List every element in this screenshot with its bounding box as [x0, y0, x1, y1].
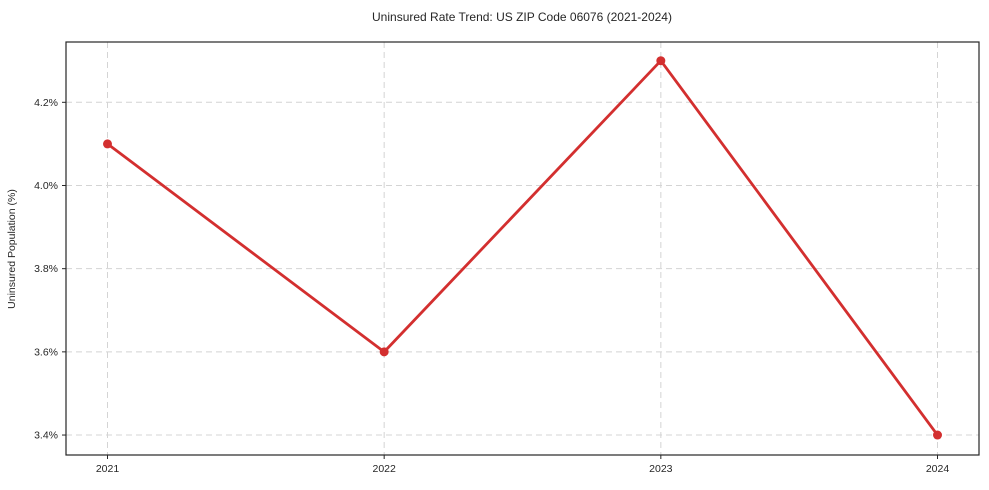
x-tick-label: 2022 [372, 463, 396, 475]
y-axis-label: Uninsured Population (%) [6, 189, 18, 309]
trend-line [106, 59, 939, 437]
x-tick-label: 2023 [649, 463, 673, 475]
grid-layer [66, 42, 979, 455]
x-tick-label: 2021 [96, 463, 120, 475]
y-tick-label: 3.6% [34, 346, 58, 358]
y-tick-label: 3.4% [34, 430, 58, 442]
tick-layer: 2021 2022 2023 2024 3.4% 3.6% 3.8% 4.0% 4.2% [34, 97, 949, 475]
data-series-layer [103, 56, 942, 440]
data-point-marker [379, 347, 389, 357]
y-tick-label: 3.8% [34, 263, 58, 275]
y-tick-label: 4.2% [34, 97, 58, 109]
plot-border [65, 41, 980, 456]
data-point-marker [656, 56, 666, 66]
chart-title: Uninsured Rate Trend: US ZIP Code 06076 … [372, 10, 672, 24]
data-point-marker [933, 430, 942, 440]
y-tick-label: 4.0% [34, 180, 58, 192]
x-tick-label: 2024 [926, 463, 950, 475]
data-point-marker [103, 139, 112, 149]
